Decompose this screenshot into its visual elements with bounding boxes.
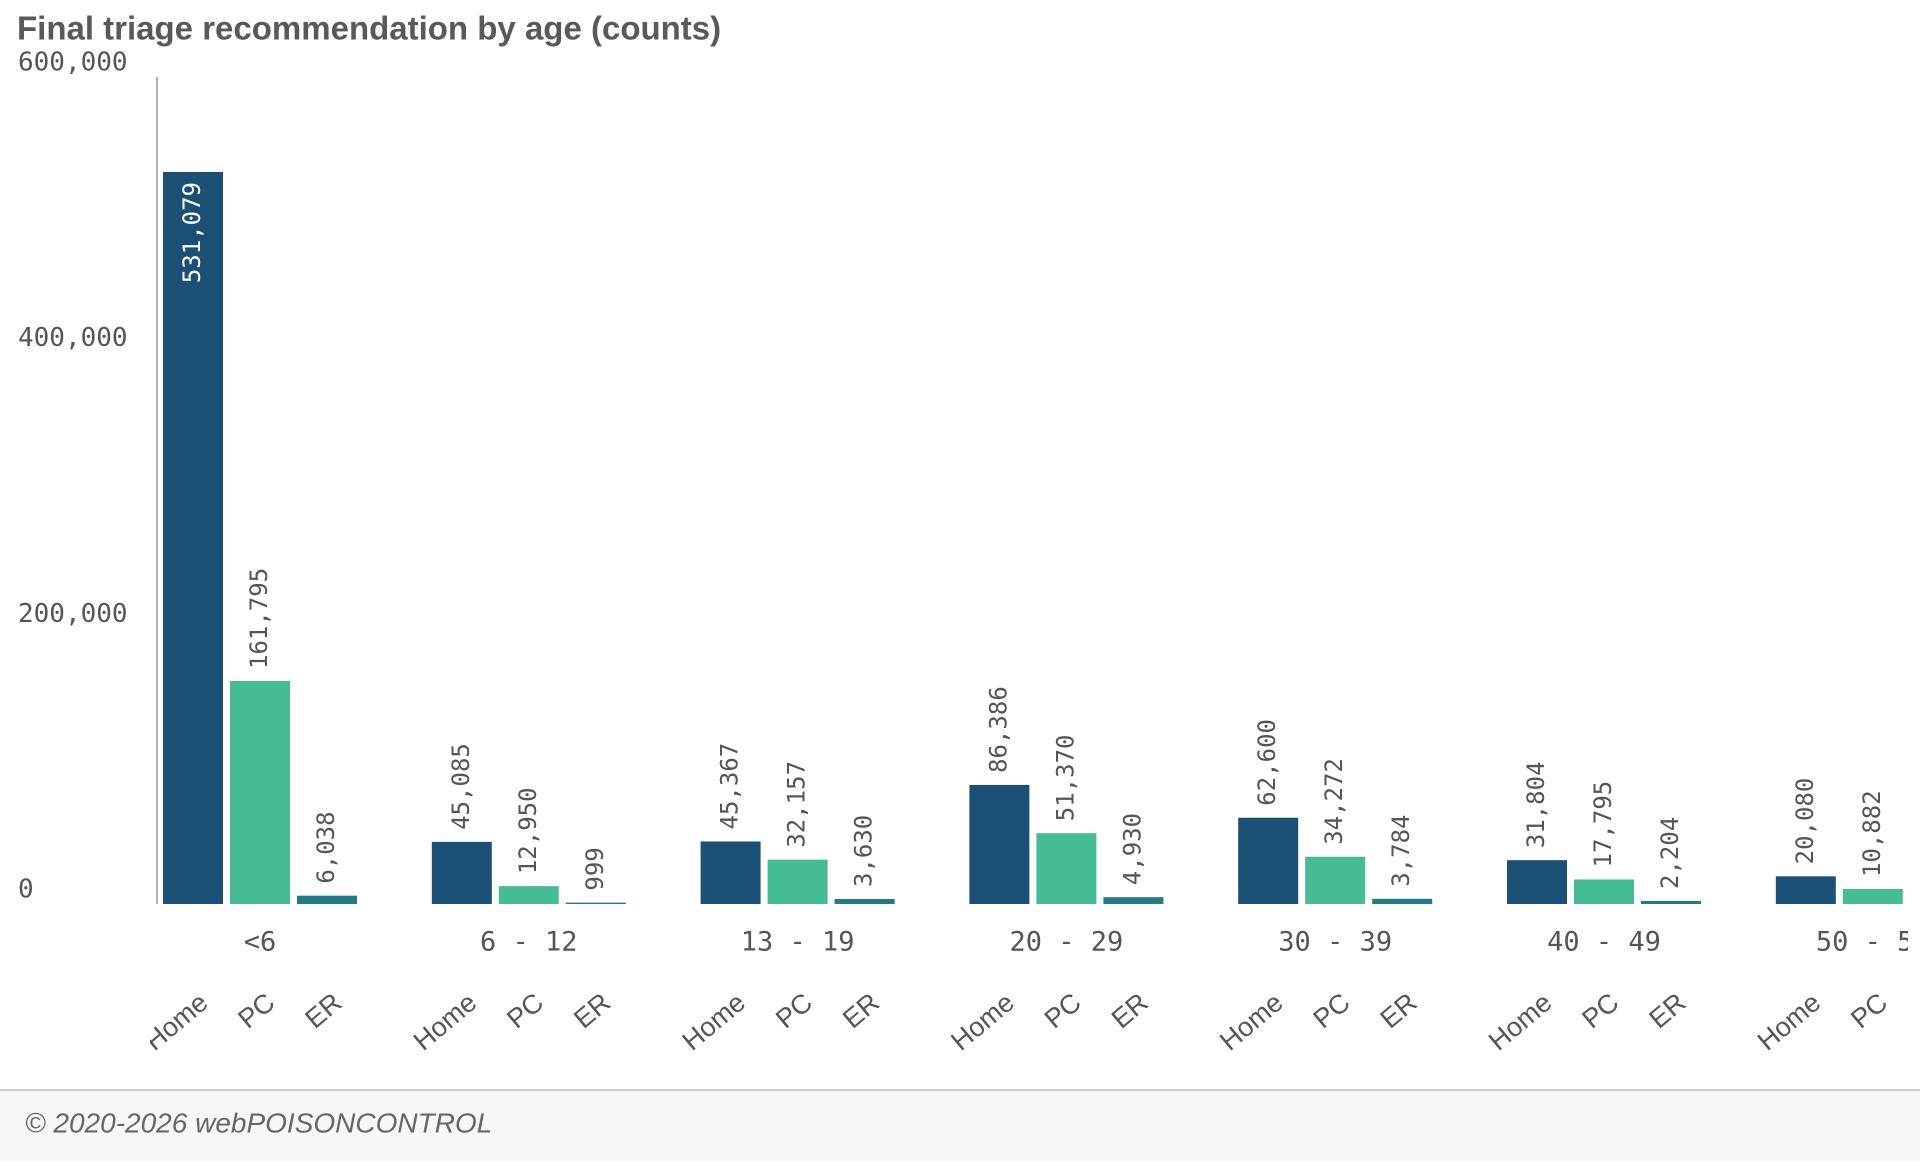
bar — [1507, 860, 1567, 904]
bar — [297, 895, 357, 904]
series-label: PC — [1308, 987, 1356, 1034]
series-label: Home — [408, 987, 482, 1056]
bar — [230, 680, 290, 904]
value-label: 10,882 — [1858, 790, 1886, 877]
x-tick-label: <6 — [244, 927, 277, 958]
bar — [969, 784, 1030, 904]
x-tick-label: 40 - 49 — [1547, 927, 1661, 958]
x-tick-label: 6 - 12 — [480, 927, 578, 958]
x-tick-label: 13 - 19 — [741, 927, 855, 958]
value-label: 62,600 — [1253, 719, 1281, 806]
value-label: 6,038 — [312, 811, 340, 883]
value-label: 2,204 — [1656, 817, 1684, 889]
value-label: 161,795 — [245, 568, 273, 669]
series-label: PC — [1576, 987, 1624, 1034]
y-tick-label: 400,000 — [18, 323, 128, 353]
series-label: Home — [1214, 987, 1288, 1056]
series-label: ER — [837, 987, 885, 1034]
value-label: 3,630 — [850, 815, 878, 887]
value-label: 4,930 — [1118, 813, 1146, 885]
series-label: ER — [1643, 987, 1691, 1034]
series-label: Home — [1752, 987, 1826, 1056]
bar — [565, 902, 626, 904]
bar — [834, 898, 895, 904]
bar — [1641, 900, 1701, 904]
series-label: Home — [945, 987, 1019, 1056]
value-label: 51,370 — [1051, 734, 1079, 821]
value-label: 12,950 — [514, 787, 542, 874]
bar — [1372, 898, 1433, 904]
value-label: 531,079 — [178, 182, 206, 283]
bar — [1036, 833, 1097, 904]
y-tick-label: 600,000 — [18, 48, 128, 78]
series-label: PC — [770, 987, 818, 1034]
bar — [767, 859, 828, 904]
value-label: 34,272 — [1320, 758, 1348, 845]
series-label: PC — [501, 987, 549, 1034]
series-label: ER — [568, 987, 616, 1034]
series-label: PC — [232, 987, 280, 1034]
bar — [1103, 897, 1164, 904]
bar — [1238, 817, 1299, 904]
value-label: 31,804 — [1522, 761, 1550, 848]
bar — [1775, 876, 1836, 904]
chart-title: Final triage recommendation by age (coun… — [17, 10, 721, 47]
value-label: 45,085 — [447, 743, 475, 830]
value-label: 86,386 — [984, 686, 1012, 773]
value-label: 999 — [581, 847, 609, 890]
series-label: PC — [1845, 987, 1893, 1034]
bar — [1305, 856, 1366, 904]
bar — [1574, 879, 1634, 904]
x-tick-label: 50 - 59 — [1816, 927, 1920, 958]
value-label: 32,157 — [783, 761, 811, 848]
series-label: ER — [1912, 987, 1920, 1034]
value-label: 45,367 — [716, 743, 744, 830]
footer-bar — [0, 1090, 1920, 1162]
y-tick-label: 0 — [18, 875, 34, 905]
bar — [498, 886, 559, 904]
series-label: Home — [139, 987, 213, 1056]
x-tick-label: 30 - 39 — [1278, 927, 1392, 958]
plot-area: <6 Home 531,079 PC 161,795 ER 6,038 6 - 12 Home 4… — [139, 171, 1920, 1056]
bar — [163, 171, 223, 905]
value-label: 3,784 — [1387, 815, 1415, 887]
value-label: 20,080 — [1791, 778, 1819, 865]
series-label: Home — [677, 987, 751, 1056]
bar — [431, 841, 492, 904]
x-tick-label: 20 - 29 — [1010, 927, 1124, 958]
value-label: 17,795 — [1589, 781, 1617, 868]
series-label: ER — [299, 987, 347, 1034]
bar — [1842, 889, 1903, 904]
series-label: PC — [1039, 987, 1087, 1034]
series-label: Home — [1483, 987, 1557, 1056]
series-label: ER — [1106, 987, 1154, 1034]
footer-text: © 2020-2026 webPOISONCONTROL — [25, 1107, 492, 1138]
y-tick-label: 200,000 — [18, 599, 128, 629]
bar — [700, 841, 761, 904]
series-label: ER — [1375, 987, 1423, 1034]
